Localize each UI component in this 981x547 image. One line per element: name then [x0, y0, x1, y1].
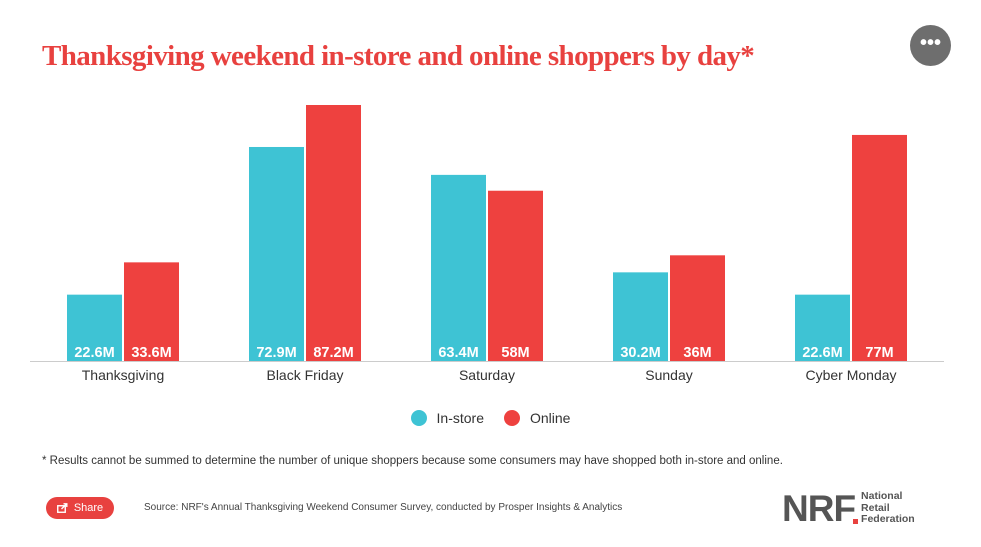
bar-online-2 [488, 190, 543, 361]
logo-line-2: Retail [861, 501, 890, 514]
bar-instore-2 [431, 174, 486, 361]
bar-instore-3 [613, 272, 668, 361]
data-label-instore-4: 22.6M [802, 345, 842, 361]
logo-text: National Retail Federation [861, 491, 915, 526]
bar-online-4 [852, 134, 907, 361]
legend-label-instore: In-store [436, 410, 484, 426]
data-label-online-2: 58M [501, 345, 529, 361]
bar-instore-0 [67, 294, 122, 361]
nrf-logo: NRF National Retail Federation [782, 490, 915, 527]
x-tick-label-4: Cyber Monday [805, 367, 896, 383]
footnote: * Results cannot be summed to determine … [42, 455, 783, 467]
more-options-button[interactable]: ••• [910, 25, 951, 66]
share-button[interactable]: Share [46, 497, 114, 519]
bar-instore-1 [249, 146, 304, 361]
logo-mark-text: NRF [782, 488, 856, 529]
chart-legend: In-store Online [0, 410, 981, 426]
instore-swatch [410, 410, 427, 426]
share-label: Share [73, 502, 104, 514]
data-label-online-1: 87.2M [313, 345, 353, 361]
logo-line-1: National [861, 490, 903, 503]
data-label-online-4: 77M [865, 345, 893, 361]
data-label-instore-1: 72.9M [256, 345, 296, 361]
legend-item-instore[interactable]: In-store [410, 410, 484, 426]
logo-line-3: Federation [861, 513, 915, 526]
data-label-instore-3: 30.2M [620, 345, 660, 361]
legend-item-online[interactable]: Online [504, 410, 570, 426]
legend-label-online: Online [530, 410, 571, 426]
logo-mark: NRF [782, 488, 859, 529]
source-note: Source: NRF's Annual Thanksgiving Weeken… [144, 502, 623, 513]
logo-accent [853, 519, 859, 524]
bar-instore-4 [795, 294, 850, 361]
bar-online-1 [306, 105, 361, 361]
bar-chart: 22.6M 33.6M Thanksgiving 72.9M 87.2M Black Fr… [30, 105, 944, 383]
data-label-online-3: 36M [683, 345, 711, 361]
x-tick-label-1: Black Friday [266, 367, 343, 383]
chart-title: Thanksgiving weekend in-store and online… [42, 40, 755, 72]
data-label-instore-2: 63.4M [438, 345, 478, 361]
online-swatch [504, 410, 520, 426]
bar-online-0 [124, 262, 179, 361]
more-icon: ••• [919, 31, 941, 54]
x-tick-label-3: Sunday [645, 367, 692, 383]
share-icon [56, 503, 68, 513]
bar-online-3 [670, 255, 725, 361]
x-tick-label-2: Saturday [459, 367, 515, 383]
data-label-online-0: 33.6M [131, 345, 171, 361]
x-tick-label-0: Thanksgiving [82, 367, 165, 383]
data-label-instore-0: 22.6M [74, 345, 114, 361]
